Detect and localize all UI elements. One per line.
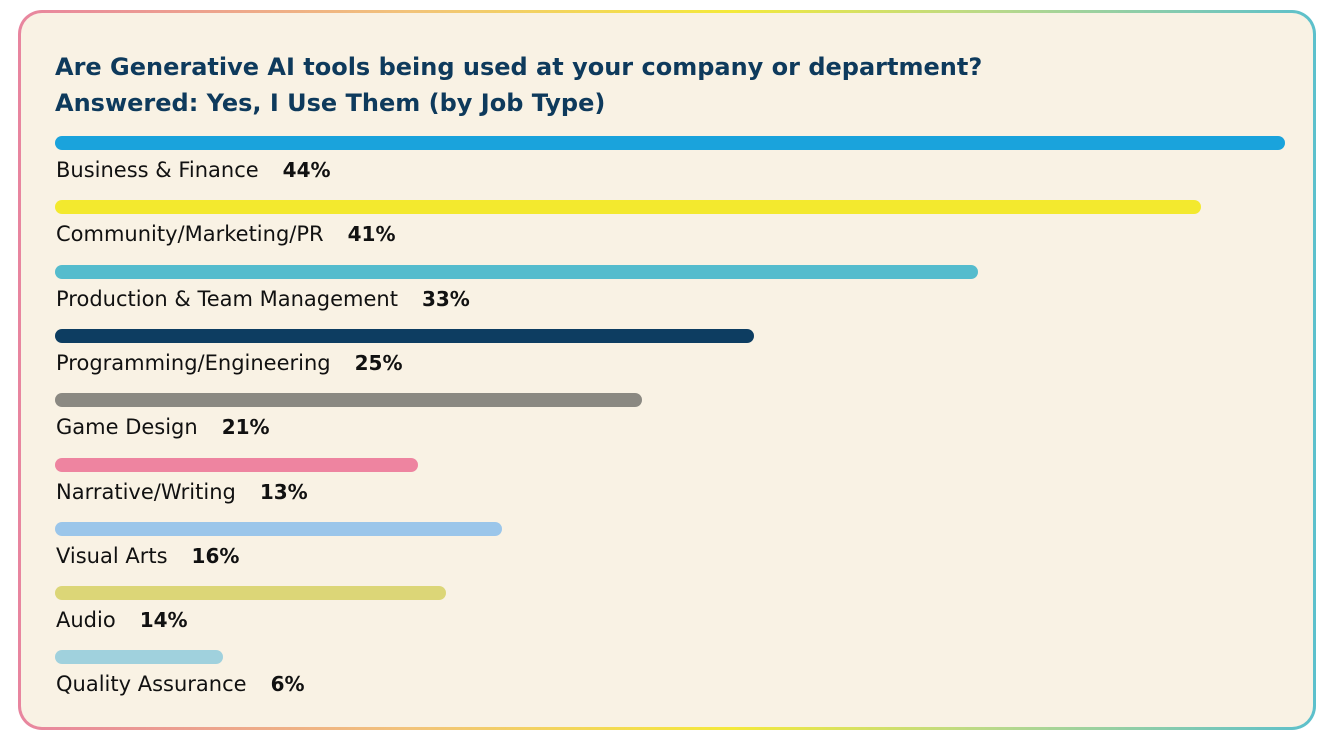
bar-label-row: Production & Team Management 33% xyxy=(56,285,470,313)
bar xyxy=(55,136,1285,150)
value-label: 25% xyxy=(354,350,403,375)
chart-title-block: Are Generative AI tools being used at yo… xyxy=(55,49,982,121)
bar-label-row: Community/Marketing/PR 41% xyxy=(56,220,395,248)
category-label: Business & Finance xyxy=(56,158,259,182)
bar-label-row: Visual Arts 16% xyxy=(56,542,239,570)
bar xyxy=(55,650,223,665)
category-label: Visual Arts xyxy=(56,543,168,568)
value-label: 14% xyxy=(139,608,188,633)
value-label: 33% xyxy=(421,286,470,311)
category-label: Quality Assurance xyxy=(56,672,247,697)
value-label: 21% xyxy=(221,415,270,440)
value-label: 41% xyxy=(347,222,396,247)
bar-label-row: Audio 14% xyxy=(56,606,188,634)
bar-label-row: Programming/Engineering 25% xyxy=(56,349,403,377)
bar xyxy=(55,200,1202,215)
value-label: 13% xyxy=(259,479,308,504)
category-label: Programming/Engineering xyxy=(56,350,331,375)
chart-card: Are Generative AI tools being used at yo… xyxy=(21,13,1313,727)
value-label: 16% xyxy=(191,543,240,568)
bar-label-row: Quality Assurance 6% xyxy=(56,670,305,698)
bar-label-row: Game Design 21% xyxy=(56,413,270,441)
bar xyxy=(55,457,419,472)
category-label: Production & Team Management xyxy=(56,286,398,311)
category-label: Community/Marketing/PR xyxy=(56,222,324,247)
bar xyxy=(55,586,447,601)
bar-label-row: Narrative/Writing 13% xyxy=(56,478,308,506)
bar xyxy=(55,264,978,279)
value-label: 6% xyxy=(270,672,305,697)
value-label: 44% xyxy=(282,158,331,182)
category-label: Audio xyxy=(56,608,116,633)
bar xyxy=(55,521,503,536)
chart-subtitle: Answered: Yes, I Use Them (by Job Type) xyxy=(55,89,606,117)
category-label: Game Design xyxy=(56,415,198,440)
category-label: Narrative/Writing xyxy=(56,479,236,504)
bar-chart-area: Business & Finance 44% Community/Marketing… xyxy=(21,13,1313,727)
bar xyxy=(55,393,643,408)
bar-label-row: Business & Finance 44% xyxy=(56,156,331,184)
bar xyxy=(55,328,754,343)
chart-title: Are Generative AI tools being used at yo… xyxy=(55,53,983,81)
chart-frame: Are Generative AI tools being used at yo… xyxy=(18,10,1316,730)
